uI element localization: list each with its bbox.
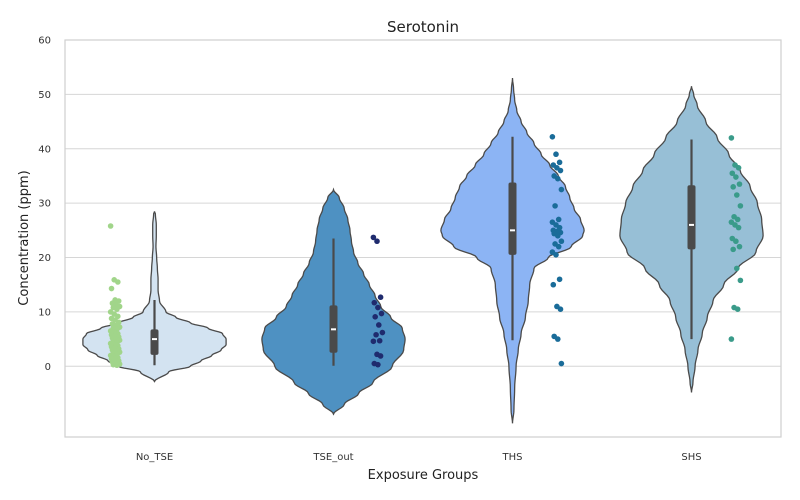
x-tick-label: No_TSE [136,452,173,463]
point-No_TSE [107,223,114,229]
y-tick-labels: 0 10 20 30 40 50 60 [38,36,51,373]
y-tick-label: 10 [38,307,51,318]
x-tick-label: THS [502,452,523,463]
point-THS [550,281,557,288]
point-SHS [736,243,743,250]
point-THS [557,167,564,174]
point-THS [557,306,564,313]
point-THS [552,203,558,209]
point-SHS [735,224,742,231]
point-SHS [736,181,743,187]
point-THS [554,232,561,239]
point-THS [558,186,565,193]
point-TSE_out [373,331,379,338]
point-SHS [735,165,742,171]
point-THS [554,336,561,342]
iqr-box-No_TSE [150,329,159,355]
point-No_TSE [114,362,120,369]
y-tick-label: 50 [38,90,51,101]
point-SHS [733,192,740,198]
point-SHS [733,265,740,272]
chart-title: Serotonin [387,18,459,36]
y-tick-label: 60 [38,36,51,47]
point-THS [553,252,559,258]
point-SHS [737,203,744,209]
point-TSE_out [379,329,386,336]
point-TSE_out [375,304,381,311]
point-SHS [729,170,736,177]
plot-frame [64,39,782,438]
point-No_TSE [108,285,115,292]
point-THS [556,159,563,166]
point-THS [555,216,562,223]
box-plots [150,136,696,366]
point-TSE_out [377,353,384,359]
y-tick-label: 40 [38,144,51,155]
data-points [107,134,744,369]
point-THS [558,238,565,245]
point-THS [555,243,562,250]
point-SHS [728,336,735,342]
point-THS [554,175,561,182]
point-SHS [733,174,739,180]
point-TSE_out [377,294,384,301]
point-SHS [730,184,736,190]
x-tick-label: SHS [681,452,701,463]
point-THS [556,276,563,283]
y-tick-label: 0 [45,362,51,373]
point-TSE_out [378,310,385,317]
point-No_TSE [115,279,121,285]
point-TSE_out [374,238,380,245]
point-TSE_out [370,234,377,241]
x-tick-label: TSE_out [312,452,353,463]
point-THS [549,134,556,140]
point-TSE_out [372,314,378,320]
point-SHS [737,277,744,284]
y-tick-label: 30 [38,199,51,210]
point-TSE_out [370,338,377,345]
point-TSE_out [376,337,383,344]
y-tick-label: 20 [38,253,51,264]
point-TSE_out [375,361,381,368]
y-axis-label: Concentration (ppm) [17,170,32,305]
point-SHS [734,306,741,313]
point-SHS [734,216,741,223]
point-THS [553,151,559,158]
point-No_TSE [114,306,120,313]
point-TSE_out [375,322,382,328]
point-THS [558,360,565,367]
point-SHS [730,246,736,253]
x-axis-label: Exposure Groups [368,468,479,483]
point-SHS [728,135,735,141]
point-SHS [733,238,739,245]
point-TSE_out [371,299,378,306]
iqr-box-SHS [687,185,696,250]
x-tick-labels: No_TSE TSE_out THS SHS [136,452,702,463]
iqr-box-THS [508,182,517,255]
